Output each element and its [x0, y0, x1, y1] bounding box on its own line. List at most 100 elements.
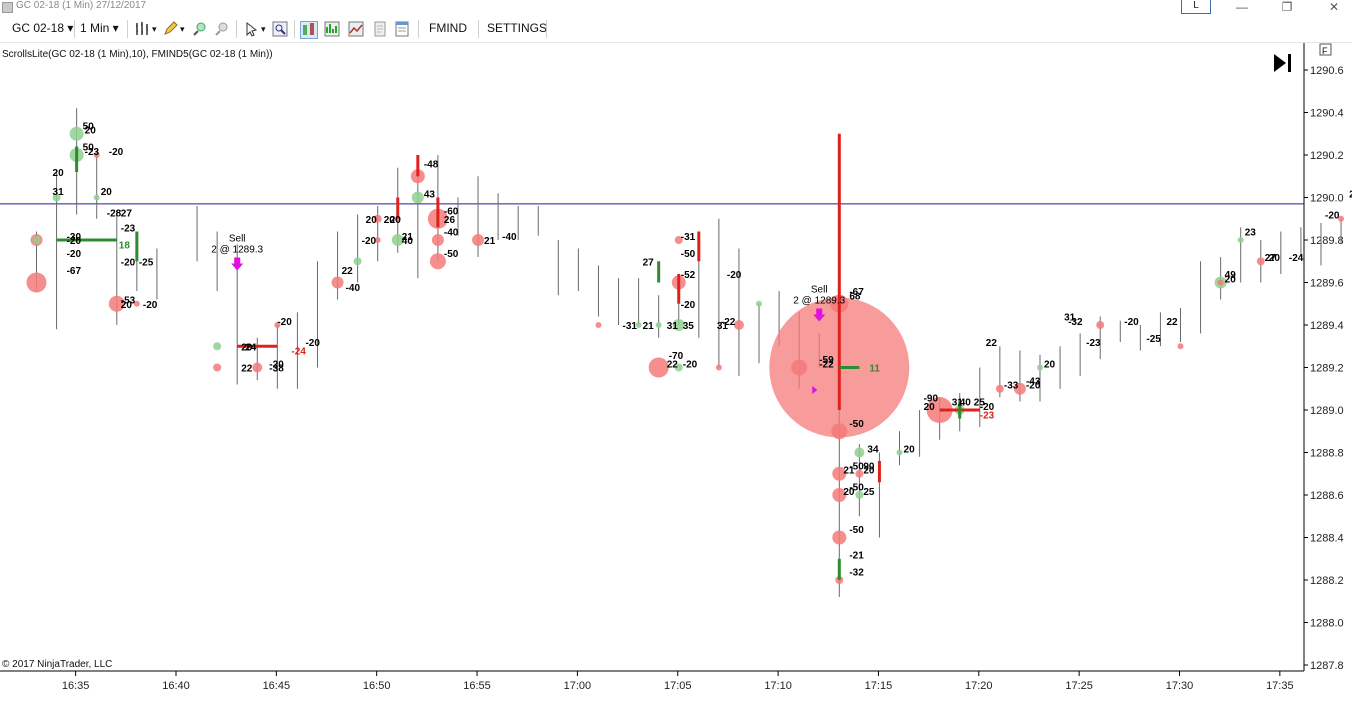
volume-bubble — [391, 234, 404, 246]
volume-bubble — [429, 253, 446, 270]
delta-label: -20 — [1325, 211, 1340, 222]
delta-label: 31 — [952, 398, 964, 409]
drawing-pencil-icon[interactable] — [162, 21, 178, 37]
zoom-out-icon[interactable] — [214, 21, 230, 37]
x-tick-label: 17:10 — [764, 680, 792, 692]
volume-bubble — [1177, 343, 1184, 350]
scale-button[interactable] — [1319, 43, 1332, 56]
trade-label-top: Sell — [811, 285, 828, 296]
delta-label: 24 — [245, 342, 257, 353]
bars-type-icon[interactable] — [134, 21, 150, 37]
properties-icon[interactable] — [394, 21, 410, 37]
volume-bubble — [472, 234, 485, 246]
delta-label: 20 — [241, 342, 253, 353]
delta-label: 21 — [643, 321, 655, 332]
delta-label: 23 — [1245, 228, 1257, 239]
delta-label: -20 — [67, 249, 82, 260]
delta-label: 31 — [53, 187, 65, 198]
pointer-icon[interactable] — [244, 21, 260, 37]
delta-label: 35 — [683, 321, 695, 332]
delta-label: 20 — [924, 402, 936, 413]
x-tick-label: 17:30 — [1166, 680, 1194, 692]
delta-label: 20 — [863, 466, 875, 477]
trade-label-bottom: 2 @ 1289.3 — [793, 296, 845, 307]
sell-arrow-icon — [231, 257, 244, 271]
trade-label-bottom: 2 @ 1289.3 — [211, 245, 263, 256]
interval-selector[interactable]: 1 Min ▾ — [80, 21, 119, 35]
volume-bubble — [832, 466, 847, 481]
volume-bubble — [1256, 257, 1265, 266]
zoom-in-icon[interactable] — [192, 21, 208, 37]
copyright-text: © 2017 NinjaTrader, LLC — [2, 659, 112, 670]
delta-label: -28 — [107, 208, 122, 219]
delta-label: 21 — [843, 466, 855, 477]
data-box-icon[interactable] — [300, 21, 318, 39]
delta-label: 43 — [424, 189, 436, 200]
pointer-dropdown-icon[interactable]: ▾ — [261, 24, 266, 34]
delta-label: -20 — [727, 270, 742, 281]
maximize-icon[interactable]: ❐ — [1281, 0, 1293, 14]
delta-label: 11 — [869, 364, 880, 375]
delta-label: 27 — [1265, 253, 1277, 264]
volume-bubble — [32, 236, 41, 244]
delta-label: -23 — [85, 147, 100, 158]
delta-label: -50 — [849, 461, 864, 472]
delta-label: 22 — [1166, 317, 1178, 328]
volume-bubble — [52, 193, 61, 202]
scale-button-label: F — [1322, 46, 1328, 56]
delta-label: -67 — [67, 266, 82, 277]
y-tick-label: 1289.2 — [1310, 363, 1344, 375]
drawing-dropdown-icon[interactable]: ▾ — [180, 24, 185, 34]
scroll-to-end-icon[interactable] — [1274, 54, 1286, 72]
instrument-selector[interactable]: GC 02-18 ▾ — [12, 21, 74, 35]
settings-button[interactable]: SETTINGS — [487, 21, 548, 35]
minimize-icon[interactable]: — — [1236, 0, 1248, 14]
close-icon[interactable]: ✕ — [1328, 0, 1340, 14]
delta-label: -33 — [1004, 381, 1019, 392]
delta-label: 20 — [1269, 253, 1281, 264]
strategies-icon[interactable] — [348, 21, 364, 37]
templates-icon[interactable] — [372, 21, 388, 37]
delta-label: -20 — [305, 338, 320, 349]
volume-bubble — [995, 384, 1004, 393]
delta-label: -32 — [849, 568, 864, 579]
trade-label-top: Sell — [229, 234, 246, 245]
price-chart[interactable]: 1287.8 1288.0 1288.2 1288.4 1288.6 1288.8 1289… — [0, 43, 1352, 699]
y-tick-label: 1288.2 — [1310, 575, 1344, 587]
link-button[interactable]: L — [1181, 0, 1211, 14]
toolbar-divider — [74, 20, 75, 38]
delta-label: -20 — [1124, 317, 1139, 328]
delta-label: -20 — [1026, 381, 1041, 392]
delta-label: -40 — [502, 232, 517, 243]
instrument-label: GC 02-18 — [12, 21, 65, 35]
indicators-icon[interactable] — [324, 21, 340, 37]
bars-type-dropdown-icon[interactable]: ▾ — [152, 24, 157, 34]
x-tick-label: 17:25 — [1065, 680, 1093, 692]
x-tick-label: 16:50 — [363, 680, 391, 692]
delta-label: -23 — [1086, 338, 1101, 349]
scroll-to-end-bar-icon[interactable] — [1288, 54, 1291, 72]
chart-panel[interactable]: 1287.8 1288.0 1288.2 1288.4 1288.6 1288.8 1289… — [0, 43, 1352, 699]
delta-label: -20 — [362, 236, 377, 247]
sell-arrow-icon — [813, 308, 826, 322]
y-tick-label: 1290.2 — [1310, 150, 1344, 162]
volume-bubble — [93, 152, 100, 158]
delta-label: -25 — [139, 257, 154, 268]
x-tick-label: 17:05 — [664, 680, 692, 692]
delta-label: -20 — [121, 257, 136, 268]
delta-label: -24 — [291, 347, 306, 358]
delta-label: -50 — [849, 483, 864, 494]
volume-bubble — [252, 362, 263, 373]
delta-label: -52 — [681, 270, 696, 281]
volume-bubble — [374, 237, 381, 243]
delta-label: 21 — [484, 236, 496, 247]
delta-label: -23 — [121, 223, 136, 234]
fmind-button[interactable]: FMIND — [429, 21, 467, 35]
y-tick-label: 1287.8 — [1310, 660, 1344, 672]
delta-label: 20 — [384, 215, 396, 226]
delta-label: 22 — [986, 338, 998, 349]
volume-bubble — [373, 214, 382, 223]
toolbar-divider — [418, 20, 419, 38]
search-icon[interactable] — [272, 21, 288, 37]
delta-label: 20 — [904, 444, 916, 455]
